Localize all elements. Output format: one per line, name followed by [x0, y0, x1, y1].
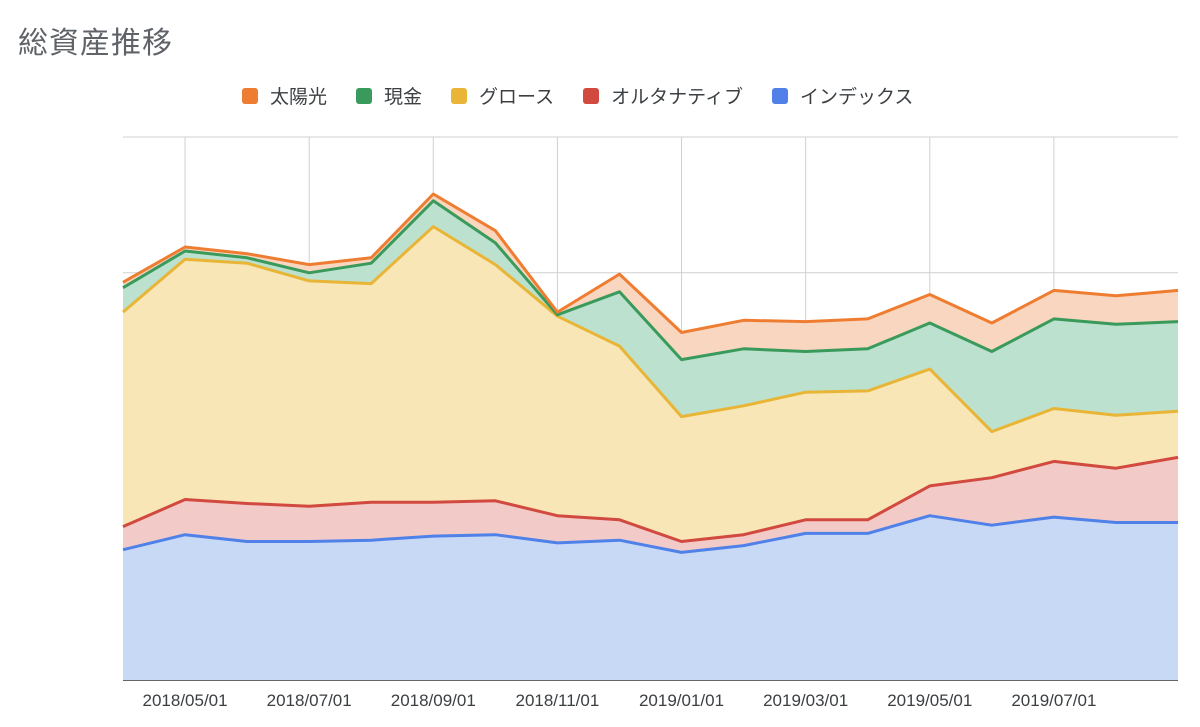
legend-item: 現金	[356, 82, 422, 109]
x-tick-label: 2018/11/01	[515, 691, 599, 710]
legend-label: オルタナティブ	[611, 86, 743, 108]
legend: 太陽光 現金 グロース オルタナティブ インデックス	[242, 82, 942, 109]
legend-label: 太陽光	[270, 86, 328, 108]
area-太陽光	[123, 194, 1178, 360]
x-tick-label: 2019/05/01	[887, 691, 972, 710]
area-グロース	[123, 226, 1178, 542]
legend-swatch	[451, 87, 468, 104]
legend-label: グロース	[479, 86, 555, 108]
area-オルタナティブ	[123, 457, 1178, 553]
series-line-オルタナティブ	[122, 455, 1179, 543]
legend-swatch	[356, 87, 373, 104]
series-line-インデックス	[122, 514, 1178, 554]
series-line-現金	[122, 199, 1179, 362]
legend-item: インデックス	[771, 82, 914, 109]
area-インデックス	[123, 515, 1178, 680]
legend-swatch	[242, 87, 258, 104]
x-tick-label: 2019/01/01	[639, 691, 724, 710]
legend-swatch	[771, 87, 788, 104]
series-line-グロース	[122, 225, 1179, 434]
x-tick-label: 2018/07/01	[267, 691, 352, 710]
x-tick-label: 2019/07/01	[1011, 691, 1096, 710]
legend-label: 現金	[384, 86, 423, 108]
legend-swatch	[583, 87, 600, 104]
chart-title: 総資産推移	[18, 26, 173, 61]
legend-item: 太陽光	[242, 82, 327, 109]
x-tick-label: 2019/03/01	[763, 691, 848, 710]
series-line-太陽光	[122, 192, 1179, 334]
x-tick-label: 2018/09/01	[391, 691, 476, 710]
legend-item: オルタナティブ	[583, 82, 743, 109]
x-tick-label: 2018/05/01	[143, 691, 228, 710]
legend-item: グロース	[451, 82, 554, 109]
legend-label: インデックス	[799, 86, 914, 108]
